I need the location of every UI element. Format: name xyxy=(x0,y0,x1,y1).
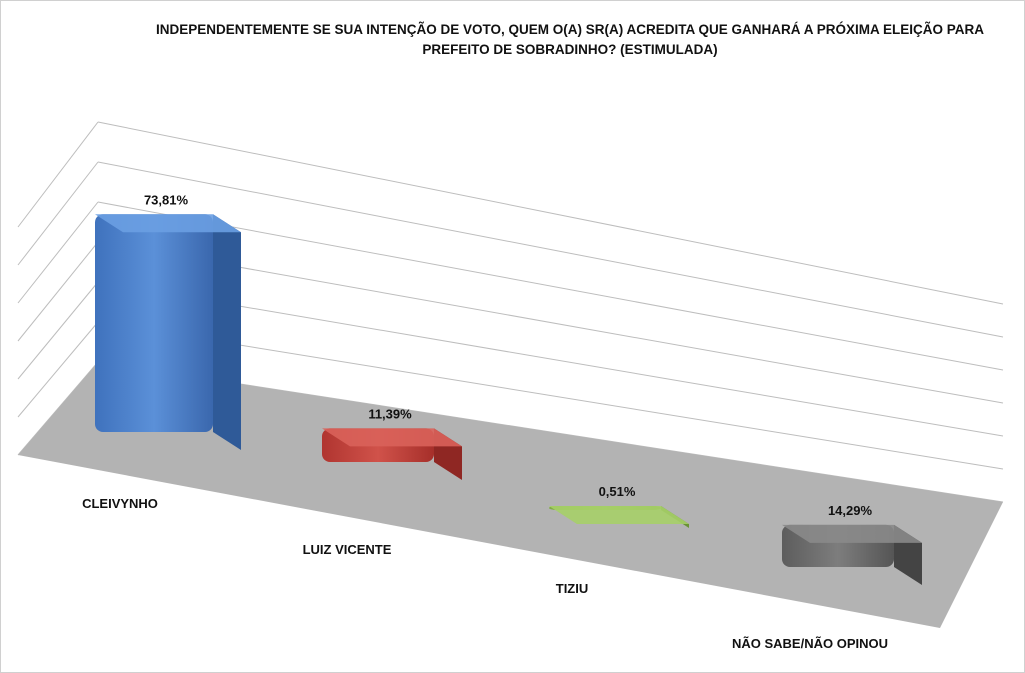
data-label-4: 14,29% xyxy=(828,503,873,518)
labels: 73,81% 11,39% 0,51% 14,29% CLEIVYNHO LUIZ VIC… xyxy=(82,192,888,651)
chart-title: INDEPENDENTEMENTE SE SUA INTENÇÃO DE VOT… xyxy=(155,22,985,57)
gridlines xyxy=(17,121,1004,503)
data-label-2: 11,39% xyxy=(368,406,412,421)
bar-top xyxy=(549,506,689,524)
gridline-side xyxy=(17,321,99,418)
gridline xyxy=(97,281,1004,437)
data-label-3: 0,51% xyxy=(599,484,636,499)
gridline-side xyxy=(17,121,99,228)
category-label-3: TIZIU xyxy=(556,581,589,596)
category-label-2: LUIZ VICENTE xyxy=(303,542,392,557)
gridline-side xyxy=(17,281,99,380)
gridline xyxy=(97,321,1004,470)
gridline-side xyxy=(17,201,99,304)
chart-floor xyxy=(18,362,1003,628)
bar-top xyxy=(322,428,462,447)
gridline xyxy=(97,201,1004,371)
bar-top xyxy=(95,214,241,233)
category-label-1: CLEIVYNHO xyxy=(82,496,158,511)
bar-4 xyxy=(782,524,922,585)
bar-side xyxy=(213,214,241,450)
bars xyxy=(95,214,922,585)
bar-front xyxy=(95,214,213,432)
bar-3 xyxy=(549,506,689,528)
gridline xyxy=(97,121,1004,305)
gridline xyxy=(97,241,1004,404)
category-label-4: NÃO SABE/NÃO OPINOU xyxy=(732,636,888,651)
gridline xyxy=(97,161,1004,338)
data-label-1: 73,81% xyxy=(144,192,189,207)
gridline-side xyxy=(17,241,99,342)
bar-2 xyxy=(322,428,462,480)
bar-top xyxy=(782,524,922,543)
bar-1 xyxy=(95,214,241,450)
gridline-side xyxy=(17,161,99,266)
